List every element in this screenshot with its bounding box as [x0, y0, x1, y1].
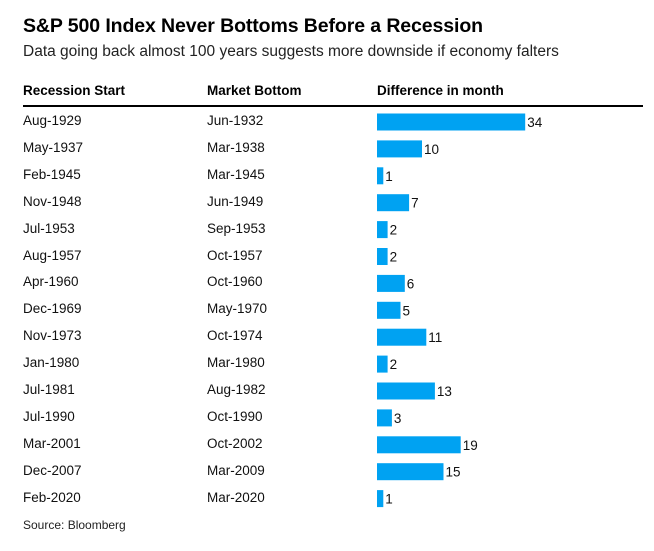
difference-value-label: 1: [385, 169, 393, 184]
difference-bar: [377, 167, 384, 185]
chart-subtitle: Data going back almost 100 years suggest…: [23, 43, 559, 60]
recession-start-cell: Nov-1948: [23, 193, 82, 209]
market-bottom-cell: Oct-1990: [207, 408, 263, 424]
recession-start-cell: Aug-1957: [23, 247, 82, 263]
difference-value-label: 11: [428, 330, 442, 345]
market-bottom-cell: Jun-1949: [207, 193, 264, 209]
recession-start-cell: Feb-2020: [23, 489, 81, 505]
difference-value-label: 2: [390, 250, 398, 265]
difference-bar: [377, 436, 461, 454]
recession-start-cell: May-1937: [23, 139, 84, 155]
recession-start-cell: Jul-1981: [23, 382, 75, 397]
difference-bar: [377, 113, 526, 131]
difference-value-label: 15: [446, 465, 461, 480]
difference-value-label: 10: [424, 142, 439, 157]
market-bottom-cell: Jun-1932: [207, 113, 264, 128]
difference-bar: [377, 301, 401, 319]
recession-start-cell: Nov-1973: [23, 328, 82, 344]
chart-title: S&P 500 Index Never Bottoms Before a Rec…: [23, 15, 483, 37]
difference-bar: [377, 409, 392, 427]
difference-value-label: 5: [403, 303, 411, 318]
recession-start-cell: Aug-1929: [23, 113, 82, 128]
market-bottom-cell: Mar-1938: [207, 139, 265, 155]
recession-start-cell: Dec-2007: [23, 462, 82, 478]
market-bottom-cell: Oct-1974: [207, 328, 263, 344]
column-header-difference: Difference in month: [377, 83, 504, 98]
header-divider: [23, 105, 643, 107]
difference-bar: [377, 194, 410, 212]
market-bottom-cell: Mar-2009: [207, 462, 265, 478]
difference-bar: [377, 382, 435, 400]
difference-value-label: 19: [463, 438, 478, 453]
market-bottom-cell: Mar-2020: [207, 489, 265, 505]
recession-start-cell: Jul-1990: [23, 408, 75, 424]
market-bottom-cell: Oct-1957: [207, 247, 263, 263]
difference-bar: [377, 328, 427, 346]
market-bottom-cell: Oct-2002: [207, 435, 263, 451]
recession-start-cell: Dec-1969: [23, 301, 82, 317]
difference-value-label: 13: [437, 384, 452, 399]
recession-start-cell: Feb-1945: [23, 166, 81, 182]
difference-bar: [377, 463, 444, 481]
market-bottom-cell: May-1970: [207, 301, 268, 317]
difference-value-label: 6: [407, 276, 415, 291]
difference-value-label: 34: [527, 115, 543, 130]
market-bottom-cell: Aug-1982: [207, 382, 266, 397]
difference-bar: [377, 355, 388, 373]
recession-start-cell: Apr-1960: [23, 274, 79, 290]
difference-bar: [377, 221, 388, 239]
column-header-recession-start: Recession Start: [23, 83, 126, 98]
recession-start-cell: Mar-2001: [23, 435, 81, 451]
difference-bar: [377, 248, 388, 265]
column-header-market-bottom: Market Bottom: [207, 83, 302, 98]
difference-value-label: 2: [390, 357, 398, 372]
difference-value-label: 1: [385, 492, 393, 507]
market-bottom-cell: Sep-1953: [207, 220, 266, 236]
market-bottom-cell: Mar-1945: [207, 166, 265, 182]
difference-value-label: 7: [411, 196, 419, 211]
recession-start-cell: Jul-1953: [23, 220, 75, 236]
source-note: Source: Bloomberg: [23, 518, 126, 532]
difference-bar: [377, 140, 422, 158]
difference-bar: [377, 490, 384, 508]
difference-bar: [377, 274, 405, 292]
difference-value-label: 3: [394, 411, 402, 426]
market-bottom-cell: Mar-1980: [207, 355, 265, 371]
difference-value-label: 2: [390, 223, 398, 238]
recession-start-cell: Jan-1980: [23, 355, 80, 371]
market-bottom-cell: Oct-1960: [207, 274, 263, 290]
